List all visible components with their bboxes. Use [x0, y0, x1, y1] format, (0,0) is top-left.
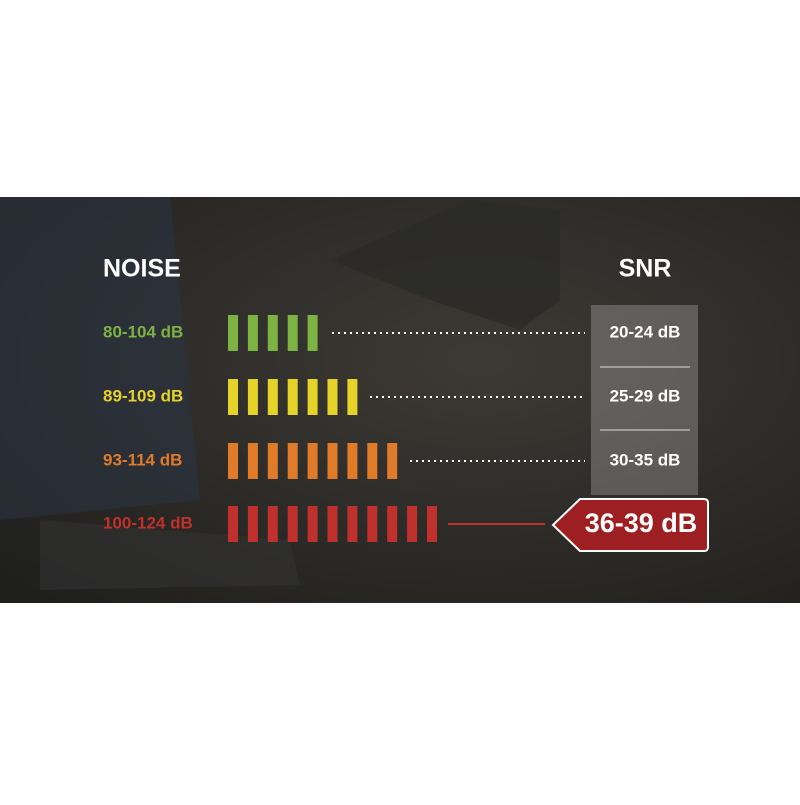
- meter-segment: [347, 379, 358, 415]
- meter-segment: [287, 379, 298, 415]
- noise-header: NOISE: [103, 255, 181, 283]
- worker-legs: [0, 197, 200, 520]
- meter-segment: [228, 443, 238, 479]
- meter-segment: [307, 443, 318, 479]
- meter-segment: [228, 506, 238, 542]
- meter-segment: [367, 443, 378, 479]
- meter-segment: [267, 506, 278, 542]
- meter-segment: [407, 506, 418, 542]
- meter-segment: [307, 315, 318, 351]
- meter-segment: [327, 506, 338, 542]
- meter-segment: [327, 379, 338, 415]
- meter-segment: [247, 506, 258, 542]
- meter-segment: [267, 379, 278, 415]
- meter-segment: [307, 379, 318, 415]
- meter-segment: [367, 506, 378, 542]
- meter-segment: [387, 506, 398, 542]
- noise-label: 89-109 dB: [103, 386, 183, 405]
- highlight-tag: [551, 498, 709, 552]
- meter-segment: [228, 379, 238, 415]
- meter-segment: [267, 443, 278, 479]
- meter-segment: [247, 315, 258, 351]
- noise-label: 100-124 dB: [103, 513, 193, 532]
- meter-segment: [347, 443, 358, 479]
- noise-label: 80-104 dB: [103, 322, 183, 341]
- meter-segment: [307, 506, 318, 542]
- snr-header: SNR: [619, 255, 672, 283]
- meter-segment: [327, 443, 338, 479]
- meters: [228, 315, 437, 542]
- snr-label: 25-29 dB: [610, 386, 681, 405]
- snr-label: 20-24 dB: [610, 322, 681, 341]
- meter-segment: [427, 506, 437, 542]
- meter-segment: [247, 379, 258, 415]
- meter-segment: [228, 315, 238, 351]
- noise-label: 93-114 dB: [103, 450, 182, 469]
- jackhammer: [330, 200, 560, 330]
- meter-segment: [287, 506, 298, 542]
- meter-segment: [387, 443, 398, 479]
- meter-segment: [247, 443, 258, 479]
- snr-box: [591, 305, 698, 495]
- meter-segment: [267, 315, 278, 351]
- snr-label: 30-35 dB: [610, 450, 681, 469]
- meter-segment: [287, 443, 298, 479]
- snr-highlight: 36-39 dB: [585, 508, 698, 538]
- meter-segment: [287, 315, 298, 351]
- meter-segment: [347, 506, 358, 542]
